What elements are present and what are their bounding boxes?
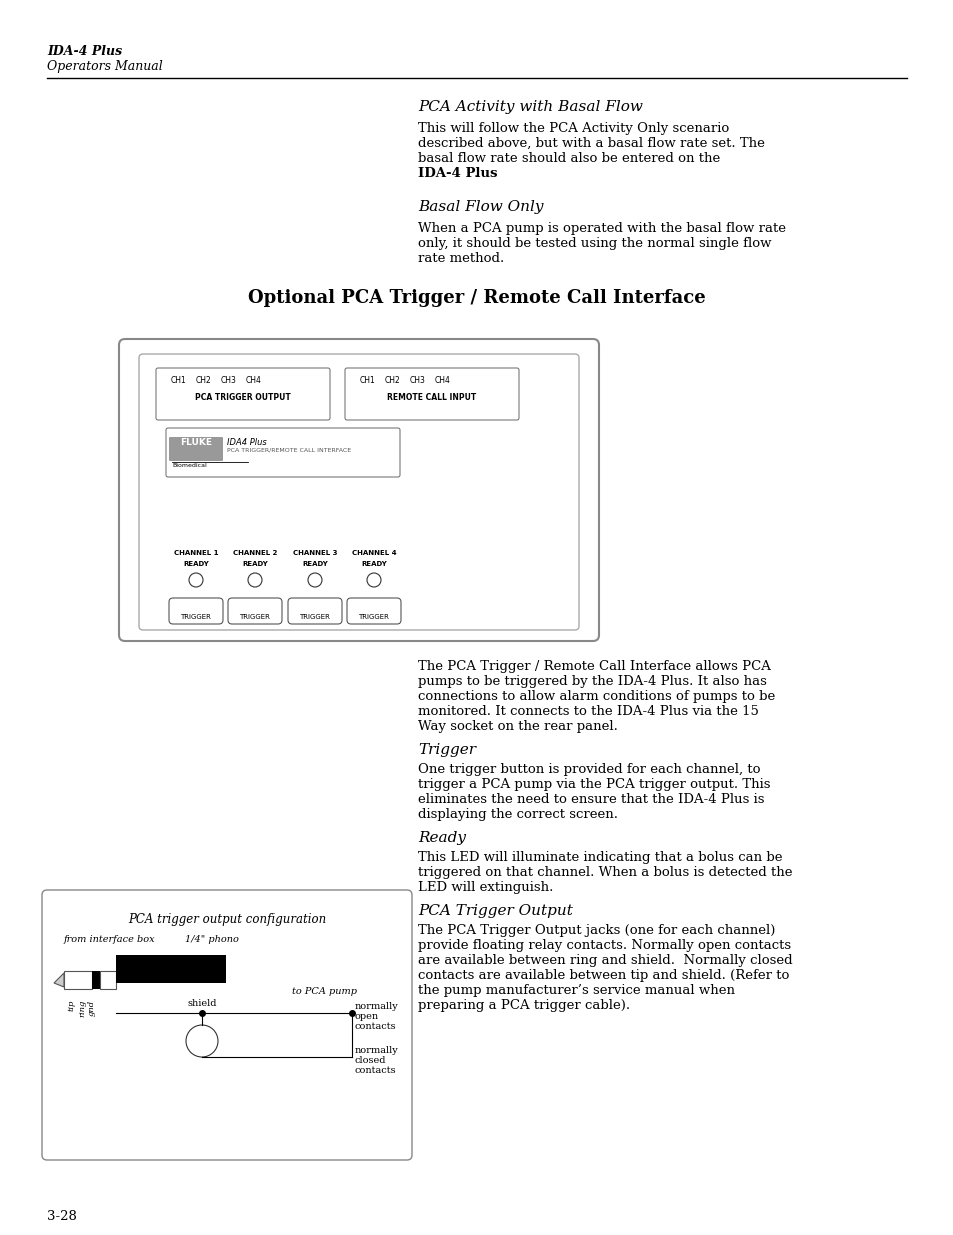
Text: REMOTE CALL INPUT: REMOTE CALL INPUT	[387, 393, 476, 403]
FancyBboxPatch shape	[166, 429, 399, 477]
Text: tip: tip	[68, 1000, 76, 1011]
Text: IDA4 Plus: IDA4 Plus	[227, 438, 267, 447]
Text: contacts are available between tip and shield. (Refer to: contacts are available between tip and s…	[417, 969, 788, 982]
Text: PCA Trigger Output: PCA Trigger Output	[417, 904, 572, 918]
Text: normally: normally	[355, 1002, 398, 1011]
FancyBboxPatch shape	[347, 598, 400, 624]
Text: TRIGGER: TRIGGER	[358, 614, 389, 620]
Text: CH4: CH4	[435, 375, 451, 385]
Circle shape	[248, 573, 262, 587]
Text: READY: READY	[242, 561, 268, 567]
Text: pumps to be triggered by the IDA-4 Plus. It also has: pumps to be triggered by the IDA-4 Plus.…	[417, 676, 766, 688]
FancyBboxPatch shape	[156, 368, 330, 420]
Text: CHANNEL 4: CHANNEL 4	[352, 550, 395, 556]
Text: LED will extinguish.: LED will extinguish.	[417, 881, 553, 894]
Circle shape	[367, 573, 380, 587]
Text: CH4: CH4	[246, 375, 262, 385]
FancyBboxPatch shape	[228, 598, 282, 624]
Text: monitored. It connects to the IDA-4 Plus via the 15: monitored. It connects to the IDA-4 Plus…	[417, 705, 758, 718]
Text: CH2: CH2	[195, 375, 212, 385]
Text: the pump manufacturer’s service manual when: the pump manufacturer’s service manual w…	[417, 984, 734, 997]
Text: contacts: contacts	[355, 1066, 396, 1074]
Text: trigger a PCA pump via the PCA trigger output. This: trigger a PCA pump via the PCA trigger o…	[417, 778, 770, 790]
Text: only, it should be tested using the normal single flow: only, it should be tested using the norm…	[417, 237, 771, 249]
Text: Biomedical: Biomedical	[172, 463, 207, 468]
Text: This LED will illuminate indicating that a bolus can be: This LED will illuminate indicating that…	[417, 851, 781, 864]
Text: Ready: Ready	[417, 831, 465, 845]
Text: provide floating relay contacts. Normally open contacts: provide floating relay contacts. Normall…	[417, 939, 790, 952]
Text: 1/4" phono: 1/4" phono	[185, 935, 238, 944]
Text: READY: READY	[302, 561, 328, 567]
Circle shape	[186, 1025, 218, 1057]
Text: TRIGGER: TRIGGER	[180, 614, 212, 620]
Text: Operators Manual: Operators Manual	[47, 61, 163, 73]
FancyBboxPatch shape	[119, 338, 598, 641]
Circle shape	[189, 573, 203, 587]
Text: normally: normally	[355, 1046, 398, 1055]
Text: basal flow rate should also be entered on the: basal flow rate should also be entered o…	[417, 152, 720, 165]
Text: PCA Activity with Basal Flow: PCA Activity with Basal Flow	[417, 100, 642, 114]
Text: from interface box: from interface box	[63, 935, 154, 944]
Text: Way socket on the rear panel.: Way socket on the rear panel.	[417, 720, 618, 734]
Text: The PCA Trigger Output jacks (one for each channel): The PCA Trigger Output jacks (one for ea…	[417, 924, 775, 937]
Text: gnd: gnd	[88, 1000, 96, 1016]
Text: CH2: CH2	[385, 375, 400, 385]
Text: FLUKE: FLUKE	[180, 438, 212, 447]
Bar	[91, 971, 100, 989]
Text: This will follow the PCA Activity Only scenario: This will follow the PCA Activity Only s…	[417, 122, 728, 135]
Text: shield: shield	[187, 999, 216, 1008]
Bar	[116, 955, 226, 983]
Text: open: open	[355, 1011, 378, 1021]
Text: The PCA Trigger / Remote Call Interface allows PCA: The PCA Trigger / Remote Call Interface …	[417, 659, 770, 673]
Bar	[64, 971, 91, 989]
Text: CHANNEL 2: CHANNEL 2	[233, 550, 277, 556]
Text: triggered on that channel. When a bolus is detected the: triggered on that channel. When a bolus …	[417, 866, 792, 879]
Text: closed: closed	[355, 1056, 386, 1065]
Text: CH1: CH1	[359, 375, 375, 385]
Text: READY: READY	[361, 561, 387, 567]
Text: PCA trigger output configuration: PCA trigger output configuration	[128, 913, 326, 926]
Text: eliminates the need to ensure that the IDA-4 Plus is: eliminates the need to ensure that the I…	[417, 793, 763, 806]
FancyBboxPatch shape	[139, 354, 578, 630]
Text: Trigger: Trigger	[417, 743, 476, 757]
FancyBboxPatch shape	[345, 368, 518, 420]
Text: CH1: CH1	[171, 375, 187, 385]
FancyBboxPatch shape	[42, 890, 412, 1160]
Text: CHANNEL 1: CHANNEL 1	[173, 550, 218, 556]
Text: ring: ring	[78, 1000, 86, 1018]
Text: preparing a PCA trigger cable).: preparing a PCA trigger cable).	[417, 999, 630, 1011]
Text: TRIGGER: TRIGGER	[299, 614, 330, 620]
Text: IDA-4 Plus: IDA-4 Plus	[417, 167, 497, 180]
Text: CH3: CH3	[221, 375, 236, 385]
Text: READY: READY	[183, 561, 209, 567]
Text: connections to allow alarm conditions of pumps to be: connections to allow alarm conditions of…	[417, 690, 775, 703]
Text: One trigger button is provided for each channel, to: One trigger button is provided for each …	[417, 763, 760, 776]
FancyBboxPatch shape	[169, 437, 223, 461]
Text: CHANNEL 3: CHANNEL 3	[293, 550, 337, 556]
Circle shape	[308, 573, 322, 587]
Text: TRIGGER: TRIGGER	[239, 614, 270, 620]
Text: Basal Flow Only: Basal Flow Only	[417, 200, 543, 214]
Text: are available between ring and shield.  Normally closed: are available between ring and shield. N…	[417, 953, 792, 967]
Text: IDA-4 Plus: IDA-4 Plus	[47, 44, 122, 58]
Bar	[100, 971, 116, 989]
Text: described above, but with a basal flow rate set. The: described above, but with a basal flow r…	[417, 137, 764, 149]
Text: When a PCA pump is operated with the basal flow rate: When a PCA pump is operated with the bas…	[417, 222, 785, 235]
Text: PCA TRIGGER OUTPUT: PCA TRIGGER OUTPUT	[195, 393, 291, 403]
Polygon shape	[54, 973, 64, 987]
FancyBboxPatch shape	[288, 598, 341, 624]
Text: to PCA pump: to PCA pump	[292, 987, 356, 995]
FancyBboxPatch shape	[169, 598, 223, 624]
Text: contacts: contacts	[355, 1023, 396, 1031]
Text: rate method.: rate method.	[417, 252, 504, 266]
Text: 3-28: 3-28	[47, 1210, 77, 1223]
Text: displaying the correct screen.: displaying the correct screen.	[417, 808, 618, 821]
Text: CH3: CH3	[410, 375, 425, 385]
Text: PCA TRIGGER/REMOTE CALL INTERFACE: PCA TRIGGER/REMOTE CALL INTERFACE	[227, 448, 351, 453]
Text: Optional PCA Trigger / Remote Call Interface: Optional PCA Trigger / Remote Call Inter…	[248, 289, 705, 308]
Text: .: .	[474, 167, 477, 180]
